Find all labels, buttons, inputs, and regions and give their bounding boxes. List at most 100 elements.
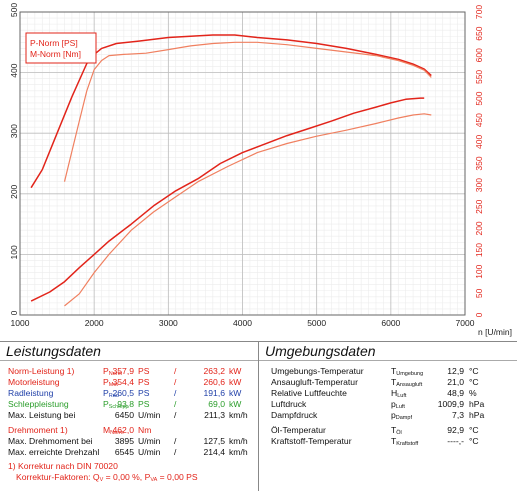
row-symbol: HLuft <box>391 388 407 399</box>
x-tick-label: 6000 <box>381 318 400 328</box>
performance-row: Max. Leistung bei 6450 U/min / 211,3 km/h <box>0 410 258 421</box>
x-tick-label: 1000 <box>11 318 30 328</box>
series-line-4 <box>63 41 432 182</box>
row-label: Kraftstoff-Temperatur <box>271 436 352 446</box>
row-label: Öl-Temperatur <box>271 425 326 435</box>
row-unit-primary: U/min <box>138 436 161 446</box>
row-value-primary: 357,9 <box>112 366 134 376</box>
row-value: 48,9 <box>447 388 464 398</box>
row-value-primary: 93,8 <box>117 399 134 409</box>
row-unit-secondary: km/h <box>229 410 248 420</box>
row-symbol: PSchlepp <box>103 399 129 410</box>
row-separator: / <box>174 377 177 387</box>
y-tick-label-right: 450 <box>474 113 484 127</box>
correction-factors: Korrektur-Faktoren: QV = 0,00 %, PVA = 0… <box>16 472 198 483</box>
row-value-secondary: 214,4 <box>203 447 225 457</box>
row-value-secondary: 69,0 <box>208 399 225 409</box>
performance-row: Max. erreichte Drehzahl 6545 U/min / 214,4 km… <box>0 447 258 458</box>
performance-row: Drehmoment 1) MNorm 462,0 Nm <box>0 425 258 436</box>
row-symbol: MNorm <box>103 425 124 436</box>
y-tick-label-left: 500 <box>9 3 19 17</box>
row-symbol: PMot <box>103 377 118 388</box>
row-unit-secondary: kW <box>229 388 242 398</box>
row-value-primary: 462,0 <box>112 425 134 435</box>
x-tick-label: 3000 <box>159 318 178 328</box>
row-unit-primary: U/min <box>138 447 161 457</box>
series-line-2 <box>30 34 432 189</box>
series-line-1 <box>30 97 425 302</box>
y-tick-label-left: 100 <box>9 245 19 259</box>
row-unit-primary: U/min <box>138 410 161 420</box>
x-axis-unit-label: n [U/min] <box>478 327 512 337</box>
row-label: Umgebungs-Temperatur <box>271 366 364 376</box>
environment-row: Umgebungs-Temperatur TUmgebung 12,9 °C <box>259 366 517 377</box>
row-value-primary: 260,5 <box>112 388 134 398</box>
environment-row: Relative Luftfeuchte HLuft 48,9% <box>259 388 517 399</box>
row-label: Schleppleistung <box>8 399 69 409</box>
row-symbol: TUmgebung <box>391 366 424 377</box>
legend: P-Norm [PS]M-Norm [Nm] <box>25 32 97 64</box>
row-value: 7,3 <box>452 410 464 420</box>
row-value-primary: 3895 <box>114 436 134 446</box>
performance-row: Radleistung PRad 260,5 PS / 191,6 kW <box>0 388 258 399</box>
row-separator: / <box>174 410 177 420</box>
y-tick-label-right: 200 <box>474 221 484 235</box>
row-unit-secondary: km/h <box>229 447 248 457</box>
row-unit: °C <box>469 366 479 376</box>
row-separator: / <box>174 399 177 409</box>
y-tick-label-right: 500 <box>474 91 484 105</box>
row-label: Max. Leistung bei <box>8 410 76 420</box>
legend-entry: P-Norm [PS] <box>30 38 78 48</box>
row-unit-primary: PS <box>138 388 150 398</box>
row-value-secondary: 211,3 <box>204 410 225 420</box>
y-tick-label-right: 400 <box>474 134 484 148</box>
row-label: Ansaugluft-Temperatur <box>271 377 358 387</box>
y-tick-label-right: 0 <box>474 312 484 317</box>
performance-row: Motorleistung PMot 354,4 PS / 260,6 kW <box>0 377 258 388</box>
y-tick-label-left: 300 <box>9 124 19 138</box>
y-tick-label-right: 550 <box>474 70 484 84</box>
row-unit-primary: PS <box>138 366 150 376</box>
row-symbol: TKraftstoff <box>391 436 419 447</box>
x-tick-label: 5000 <box>307 318 326 328</box>
row-label: Drehmoment 1) <box>8 425 68 435</box>
y-tick-label-right: 300 <box>474 178 484 192</box>
row-value-primary: 6450 <box>114 410 134 420</box>
row-label: Motorleistung <box>8 377 60 387</box>
row-value-secondary: 191,6 <box>203 388 225 398</box>
y-tick-label-left: 200 <box>9 184 19 198</box>
row-symbol: PRad <box>103 388 119 399</box>
row-unit: hPa <box>469 399 485 409</box>
y-tick-label-right: 150 <box>474 243 484 257</box>
row-unit: % <box>469 388 477 398</box>
row-symbol: TAnsaugluft <box>391 377 423 388</box>
y-tick-label-right: 100 <box>474 264 484 278</box>
series-line-3 <box>64 113 432 307</box>
performance-row: Max. Drehmoment bei 3895 U/min / 127,5 km/h <box>0 436 258 447</box>
row-unit: hPa <box>469 410 485 420</box>
row-value-secondary: 263,2 <box>203 366 225 376</box>
environment-row: Dampfdruck pDampf 7,3 hPa <box>259 410 517 421</box>
row-label: Max. erreichte Drehzahl <box>8 447 100 457</box>
row-unit: °C <box>469 436 479 446</box>
row-unit-secondary: kW <box>229 377 242 387</box>
environment-row: Öl-Temperatur TÖl 92,9 °C <box>259 425 517 436</box>
environment-row: Luftdruck pLuft 1009,9 hPa <box>259 399 517 410</box>
row-value: 1009,9 <box>437 399 464 409</box>
row-value-primary: 6545 <box>114 447 134 457</box>
row-symbol: TÖl <box>391 425 402 436</box>
performance-data-title: Leistungsdaten <box>0 342 258 361</box>
row-unit: °C <box>469 425 479 435</box>
y-tick-label-right: 350 <box>474 156 484 170</box>
environment-row: Kraftstoff-Temperatur TKraftstoff ----,- °C <box>259 436 517 447</box>
power-torque-chart: 0100200300400500050100150200250300350400… <box>9 3 512 337</box>
row-unit-secondary: kW <box>229 399 242 409</box>
x-tick-label: 4000 <box>233 318 252 328</box>
row-value: 92,9 <box>447 425 464 435</box>
row-value-primary: 354,4 <box>112 377 134 387</box>
row-separator: / <box>174 436 177 446</box>
environment-row: Ansaugluft-Temperatur TAnsaugluft 21,0 °C <box>259 377 517 388</box>
row-label: Relative Luftfeuchte <box>271 388 347 398</box>
row-unit-secondary: kW <box>229 366 242 376</box>
row-unit-primary: PS <box>138 399 150 409</box>
